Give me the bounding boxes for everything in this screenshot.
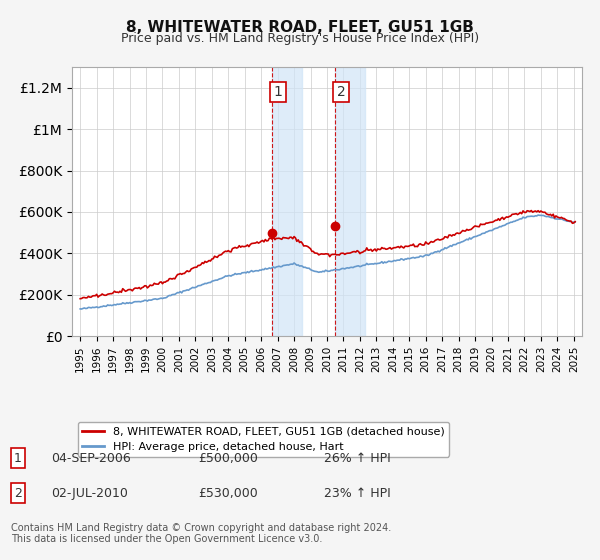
Text: 04-SEP-2006: 04-SEP-2006 [51,451,131,465]
Text: 1: 1 [274,85,283,99]
Text: 26% ↑ HPI: 26% ↑ HPI [324,451,391,465]
Bar [272,67,302,336]
Text: 23% ↑ HPI: 23% ↑ HPI [324,487,391,500]
Text: Price paid vs. HM Land Registry's House Price Index (HPI): Price paid vs. HM Land Registry's House … [121,32,479,45]
Bar [335,67,365,336]
Text: 2: 2 [337,85,345,99]
Text: 2: 2 [14,487,22,500]
Text: £500,000: £500,000 [198,451,258,465]
Legend: 8, WHITEWATER ROAD, FLEET, GU51 1GB (detached house), HPI: Average price, detach: 8, WHITEWATER ROAD, FLEET, GU51 1GB (det… [77,422,449,456]
Text: 02-JUL-2010: 02-JUL-2010 [51,487,128,500]
Text: £530,000: £530,000 [198,487,258,500]
Text: 8, WHITEWATER ROAD, FLEET, GU51 1GB: 8, WHITEWATER ROAD, FLEET, GU51 1GB [126,20,474,35]
Text: Contains HM Land Registry data © Crown copyright and database right 2024.
This d: Contains HM Land Registry data © Crown c… [11,522,391,544]
Text: 1: 1 [14,451,22,465]
